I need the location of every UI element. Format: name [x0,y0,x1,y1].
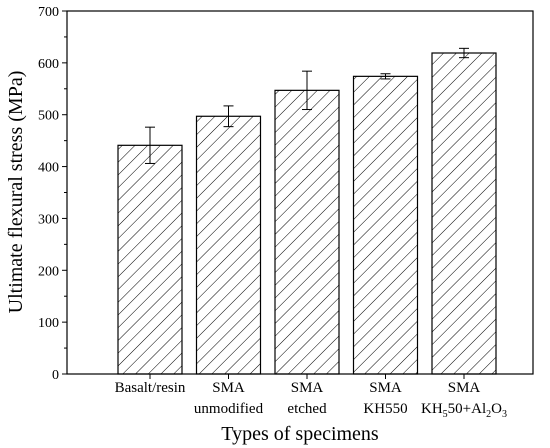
x-tick-label: KH550+Al2O3 [421,401,507,420]
y-tick-label: 700 [38,5,59,20]
y-tick-label: 600 [38,57,59,72]
x-tick-label: unmodified [194,401,264,417]
y-tick-label: 400 [38,161,59,176]
y-tick-label: 300 [38,212,59,227]
bar [352,75,419,375]
x-axis: Basalt/resin SMA unmodified SMA etched SMA KH5… [115,374,507,420]
x-tick-label: Basalt/resin [115,380,186,396]
x-tick-label: SMA [212,380,245,396]
y-tick-label: 500 [38,109,59,124]
x-tick-label: SMA [369,380,402,396]
x-tick-label: SMA [448,380,481,396]
bar [274,89,340,375]
y-tick-label: 0 [52,368,59,383]
y-axis: 0 100 200 300 400 500 600 700 [38,5,67,383]
x-tick-label: KH550 [363,401,407,417]
y-tick-label: 200 [38,264,59,279]
error-bars [145,47,469,164]
bar [117,144,183,375]
bar [431,52,497,375]
x-tick-label: etched [287,401,327,417]
x-axis-title: Types of specimens [221,423,379,445]
y-axis-title: Ultimate flexural stress (MPa) [5,71,27,314]
bar [195,115,262,375]
y-tick-label: 100 [38,316,59,331]
x-tick-label: SMA [291,380,324,396]
